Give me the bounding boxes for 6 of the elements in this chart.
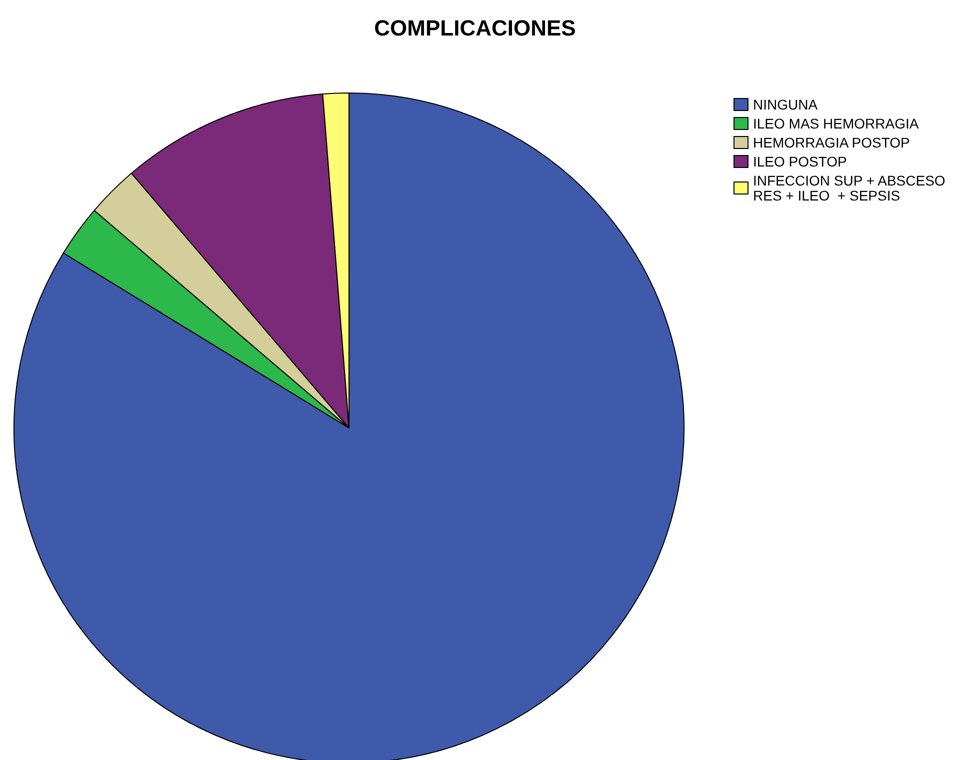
legend-label: HEMORRAGIA POSTOP <box>753 134 910 150</box>
chart-title: COMPLICACIONES <box>374 16 576 40</box>
legend-label: ILEO POSTOP <box>753 154 847 170</box>
legend-label: ILEO MAS HEMORRAGIA <box>753 116 920 132</box>
legend-label: INFECCION SUP + ABSCESO RES + ILEO + SEPSIS <box>753 172 950 204</box>
legend-label: NINGUNA <box>753 96 818 112</box>
